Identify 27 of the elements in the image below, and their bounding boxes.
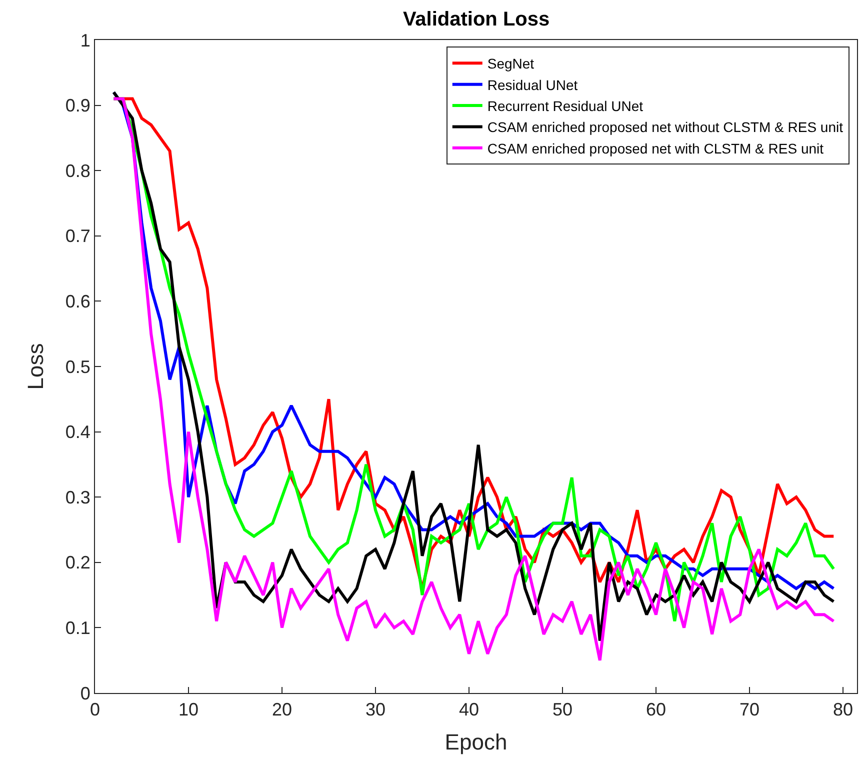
x-axis-title: Epoch xyxy=(444,730,508,754)
legend-label: Recurrent Residual UNet xyxy=(487,98,644,114)
y-tick-label: 0.1 xyxy=(65,618,90,638)
x-tick-label: 10 xyxy=(178,700,199,720)
chart-title: Validation Loss xyxy=(402,8,550,30)
legend-label: Residual UNet xyxy=(487,76,578,93)
legend-label: SegNet xyxy=(487,56,534,72)
x-tick-label: 60 xyxy=(646,700,666,720)
x-tick-label: 20 xyxy=(272,700,292,720)
x-tick-label: 80 xyxy=(832,700,853,720)
y-tick-label: 0.4 xyxy=(65,422,90,442)
y-tick-label: 0.2 xyxy=(65,552,90,573)
y-tick-label: 0.6 xyxy=(65,292,90,312)
legend-label: CSAM enriched proposed net with CLSTM & RES unit xyxy=(487,140,824,156)
y-tick-label: 0.3 xyxy=(65,487,90,508)
y-tick-label: 0.9 xyxy=(65,96,90,116)
x-tick-label: 50 xyxy=(552,700,572,720)
x-tick-label: 70 xyxy=(739,700,760,720)
y-axis-title: Loss xyxy=(23,343,48,390)
y-tick-label: 0.5 xyxy=(65,356,90,377)
x-tick-label: 40 xyxy=(458,700,480,720)
y-tick-label: 1 xyxy=(80,30,90,50)
x-tick-label: 30 xyxy=(365,700,386,720)
legend-label: CSAM enriched proposed net without CLSTM & RES unit xyxy=(487,119,844,136)
y-tick-label: 0.7 xyxy=(65,226,90,246)
y-tick-label: 0 xyxy=(80,683,90,704)
y-tick-label: 0.8 xyxy=(65,160,90,181)
